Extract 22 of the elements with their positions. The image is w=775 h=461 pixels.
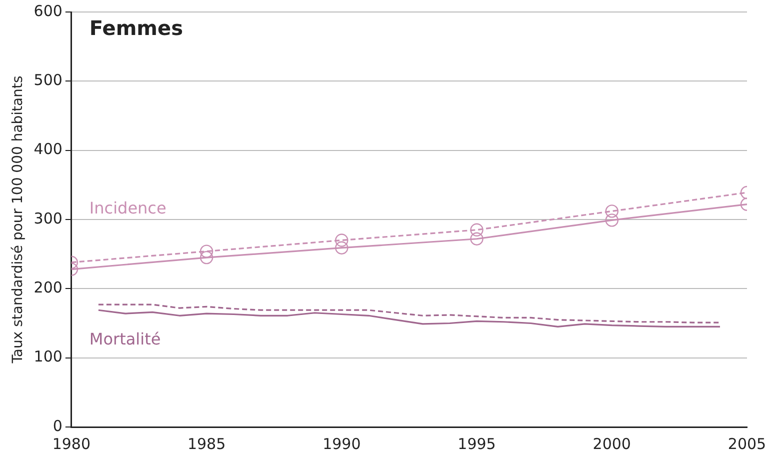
series-label: Mortalité (89, 329, 161, 348)
point (470, 223, 484, 236)
y-tick-label: 400 (34, 140, 62, 158)
y-tick-label: 0 (52, 416, 62, 435)
text: Incidence (89, 198, 166, 218)
y-tick-label: 100 (34, 348, 62, 366)
point (335, 234, 348, 247)
x-tick-label: 2000 (592, 434, 631, 453)
y-tick-label: 500 (34, 71, 62, 90)
x-tick-label: 1990 (322, 434, 361, 453)
y-tick-label: 300 (34, 209, 62, 228)
y-tick-label: 600 (34, 2, 62, 20)
x-tick-label: 1995 (458, 434, 496, 453)
y-axis-title: Taux standardisé pour 100 000 habitants (10, 76, 26, 364)
line-series (98, 304, 721, 324)
point (335, 241, 348, 254)
chart-title: Femmes (89, 16, 184, 40)
x-tick-label: 1980 (52, 434, 91, 453)
point (470, 232, 484, 246)
y-tick-label: 200 (34, 278, 62, 297)
x-tick-label: 2005 (728, 434, 766, 453)
x-tick-label: 1985 (187, 434, 226, 453)
